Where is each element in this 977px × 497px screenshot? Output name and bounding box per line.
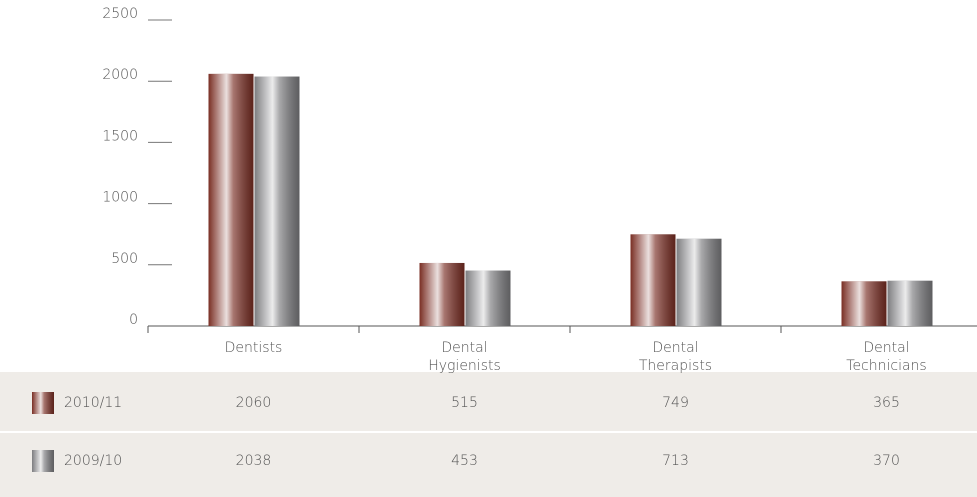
table-value: 2060 — [236, 395, 272, 411]
table-value: 749 — [662, 395, 689, 411]
table-value: 453 — [451, 453, 478, 469]
bar-shine — [208, 73, 254, 326]
legend-label: 2010/11 — [64, 395, 122, 411]
bar-shine — [676, 238, 722, 326]
x-tick-label: Dental Technicians — [846, 340, 926, 374]
x-tick-label: Dental Therapists — [639, 340, 712, 374]
y-tick-label: 2000 — [102, 67, 138, 83]
table-value: 365 — [873, 395, 900, 411]
bar-shine — [841, 281, 887, 326]
bar-shine — [887, 280, 933, 326]
y-tick-label: 0 — [129, 312, 138, 328]
table-value: 713 — [662, 453, 689, 469]
bar-shine — [465, 270, 511, 326]
y-tick-label: 500 — [111, 251, 138, 267]
y-tick-label: 1500 — [102, 128, 138, 144]
legend-label: 2009/10 — [64, 453, 122, 469]
x-tick-label: Dentists — [225, 340, 283, 356]
y-tick-label: 1000 — [102, 190, 138, 206]
x-tick-label: Dental Hygienists — [428, 340, 501, 374]
table-value: 515 — [451, 395, 478, 411]
legend-swatch-shine — [32, 450, 54, 472]
bar-shine — [419, 262, 465, 326]
table-value: 370 — [873, 453, 900, 469]
legend-swatch-shine — [32, 392, 54, 414]
table-background — [0, 372, 977, 497]
y-tick-label: 2500 — [102, 6, 138, 22]
bar-shine — [630, 234, 676, 326]
bar-shine — [254, 76, 300, 326]
table-value: 2038 — [236, 453, 272, 469]
